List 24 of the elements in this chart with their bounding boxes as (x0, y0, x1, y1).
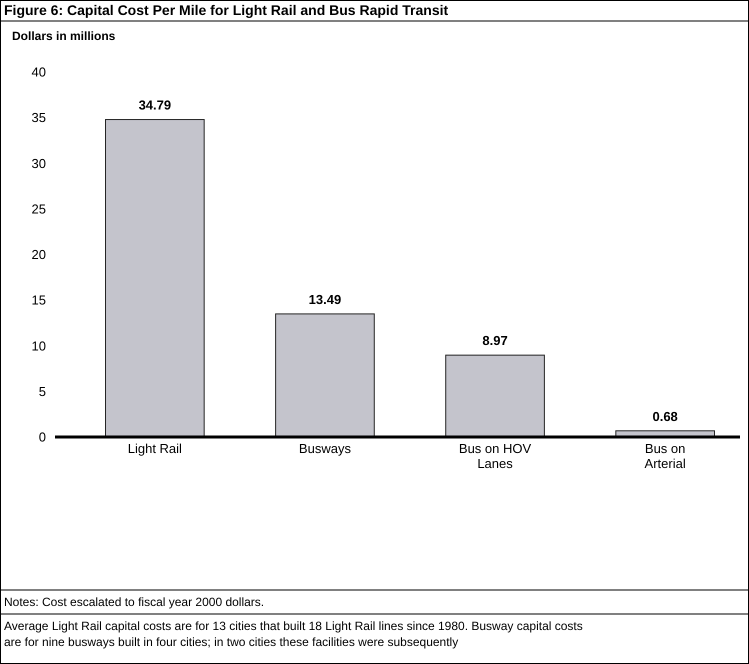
data-label: 8.97 (482, 333, 508, 348)
y-axis-title: Dollars in millions (12, 29, 116, 43)
y-tick-label: 0 (38, 430, 46, 445)
data-label: 13.49 (308, 292, 342, 307)
bar (105, 119, 205, 438)
y-tick-label: 15 (32, 292, 46, 308)
y-tick-label: 35 (32, 110, 46, 126)
y-tick-label: 30 (32, 156, 46, 171)
data-label: 0.68 (652, 408, 678, 424)
chart-title: Figure 6: Capital Cost Per Mile for Light Rail and Bus Rapid Transit (4, 2, 449, 18)
data-label: 34.79 (138, 98, 172, 113)
y-tick-label: 10 (32, 338, 46, 354)
bar (445, 354, 545, 438)
text: Average Light Rail capital costs are for 13 cities that built 18 Light Rail lines since 1980. Busway capital costs are for nine busways built in four cities; in two cities these facilities were subsequently (4, 619, 583, 649)
y-tick-label: 25 (32, 201, 46, 216)
y-tick-label: 40 (32, 64, 46, 80)
bar (275, 313, 375, 438)
y-tick-label: 20 (32, 247, 46, 262)
text: Notes: Cost escalated to fiscal year 2000 dollars. (4, 595, 264, 609)
x-tick-label: Busways (298, 441, 352, 456)
x-tick-label: Light Rail (128, 441, 182, 456)
x-tick-label: Bus on Arterial (644, 441, 686, 471)
y-tick-label: 5 (38, 384, 46, 399)
x-tick-label: Bus on HOV Lanes (458, 441, 532, 471)
